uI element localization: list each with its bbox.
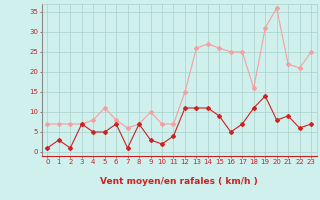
X-axis label: Vent moyen/en rafales ( km/h ): Vent moyen/en rafales ( km/h ) xyxy=(100,177,258,186)
